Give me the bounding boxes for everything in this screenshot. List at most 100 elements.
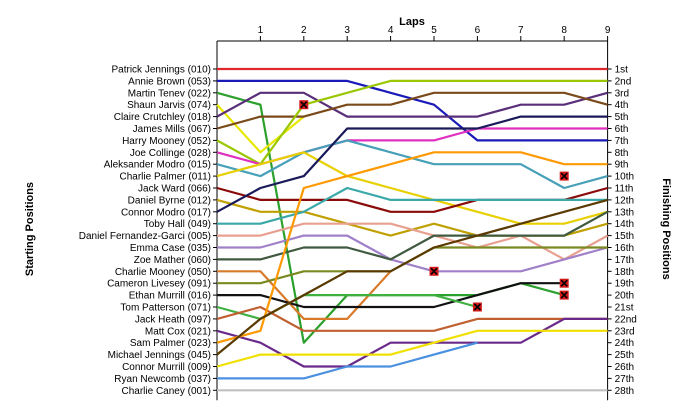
finishing-label: 27th: [615, 374, 634, 385]
finishing-label: 7th: [615, 136, 629, 147]
y-axis-left-title: Starting Positions: [24, 182, 36, 276]
starting-label: Toby Hall (049): [144, 219, 211, 230]
series-line: [216, 151, 608, 225]
retired-marker-cross: [300, 101, 308, 109]
starting-label: Charlie Caney (001): [122, 386, 212, 397]
starting-label: Daniel Byrne (012): [128, 195, 211, 206]
finishing-label: 26th: [615, 362, 634, 373]
lap-tick-label: 6: [475, 25, 481, 36]
starting-label: Jack Ward (066): [138, 184, 211, 195]
series-line: [216, 151, 608, 344]
starting-label: Zoe Mather (060): [134, 255, 211, 266]
lap-tick-label: 4: [388, 25, 394, 36]
retired-marker: [559, 171, 569, 181]
series-line: [216, 198, 608, 356]
finishing-label: 25th: [615, 350, 634, 361]
lap-tick-label: 3: [344, 25, 350, 36]
starting-label: Cameron Livesey (091): [107, 279, 211, 290]
series-line: [216, 91, 608, 130]
series-line: [217, 282, 565, 309]
axes: [216, 40, 609, 401]
retired-marker: [299, 100, 309, 110]
finishing-label: 24th: [615, 338, 634, 349]
finishing-labels: 1st2nd3rd4th5th6th7th8th9th10th11th12th1…: [615, 65, 637, 397]
starting-label: Jack Heath (097): [135, 314, 211, 325]
retired-marker-cross: [560, 279, 568, 287]
starting-label: Michael Jennings (045): [108, 350, 211, 361]
finishing-label: 21st: [615, 303, 634, 314]
starting-label: Shaun Jarvis (074): [127, 100, 211, 111]
starting-label: Joe Collinge (028): [130, 148, 211, 159]
finishing-label: 8th: [615, 148, 629, 159]
series-line: [217, 341, 478, 380]
retired-marker-cross: [560, 291, 568, 299]
series-line: [216, 103, 305, 154]
series-line: [216, 329, 608, 368]
series-line: [216, 79, 608, 166]
starting-label: Connor Modro (017): [121, 207, 211, 218]
finishing-label: 19th: [615, 279, 634, 290]
retired-marker-cross: [560, 172, 568, 180]
retired-marker-cross: [430, 267, 438, 275]
starting-label: Connor Murrill (009): [122, 362, 211, 373]
retired-marker-cross: [473, 303, 481, 311]
starting-label: Daniel Fernandez-Garci (005): [79, 231, 211, 242]
series-lines: [216, 67, 609, 392]
lap-tick-label: 8: [561, 25, 567, 36]
starting-label: James Mills (067): [133, 124, 211, 135]
finishing-label: 18th: [615, 267, 634, 278]
retired-marker: [559, 278, 569, 288]
starting-label: Ethan Murrill (016): [129, 291, 211, 302]
finishing-label: 12th: [615, 195, 634, 206]
starting-label: Ryan Newcomb (037): [114, 374, 211, 385]
series-line: [216, 91, 608, 118]
finishing-label: 20th: [615, 291, 634, 302]
starting-label: Harry Mooney (052): [122, 136, 211, 147]
lap-tick-label: 2: [301, 25, 307, 36]
starting-label: Aleksander Modro (015): [104, 160, 211, 171]
series-line: [217, 186, 608, 225]
starting-label: Claire Crutchley (018): [114, 112, 211, 123]
finishing-label: 2nd: [615, 76, 632, 87]
finishing-label: 15th: [615, 231, 634, 242]
series-line: [216, 115, 608, 213]
retired-markers: [299, 100, 569, 312]
starting-label: Tom Patterson (071): [120, 303, 211, 314]
x-axis-title: Laps: [399, 16, 425, 28]
retired-marker: [472, 302, 482, 312]
finishing-label: 16th: [615, 243, 634, 254]
finishing-label: 23rd: [615, 326, 635, 337]
finishing-label: 4th: [615, 100, 629, 111]
finishing-label: 6th: [615, 124, 629, 135]
lap-tick-label: 7: [518, 25, 524, 36]
lap-tick-label: 1: [258, 25, 264, 36]
starting-label: Annie Brown (053): [128, 76, 211, 87]
finishing-label: 10th: [615, 172, 634, 183]
finishing-label: 17th: [615, 255, 634, 266]
finishing-label: 28th: [615, 386, 634, 397]
lap-tick-label: 5: [431, 25, 437, 36]
starting-label: Emma Case (035): [130, 243, 211, 254]
retired-marker: [559, 290, 569, 300]
y-axis-right-title: Finishing Positions: [660, 178, 672, 279]
finishing-label: 11th: [615, 184, 634, 195]
series-line: [216, 305, 608, 332]
series-line: [217, 234, 608, 273]
lap-tick-label: 9: [605, 25, 611, 36]
finishing-label: 22nd: [615, 314, 637, 325]
starting-label: Martin Tenev (022): [128, 88, 211, 99]
starting-label: Matt Cox (021): [145, 326, 211, 337]
starting-label: Charlie Palmer (011): [119, 172, 211, 183]
finishing-label: 14th: [615, 219, 634, 230]
starting-labels: Patrick Jennings (010)Annie Brown (053)M…: [79, 65, 211, 397]
finishing-label: 9th: [615, 160, 629, 171]
retired-marker: [429, 266, 439, 276]
finishing-label: 1st: [615, 65, 629, 76]
finishing-label: 5th: [615, 112, 629, 123]
finishing-label: 13th: [615, 207, 634, 218]
finishing-label: 3rd: [615, 88, 629, 99]
lap-ticks: 1 2 3 4 5 6 7 8 9: [213, 25, 612, 391]
series-line: [217, 210, 609, 261]
